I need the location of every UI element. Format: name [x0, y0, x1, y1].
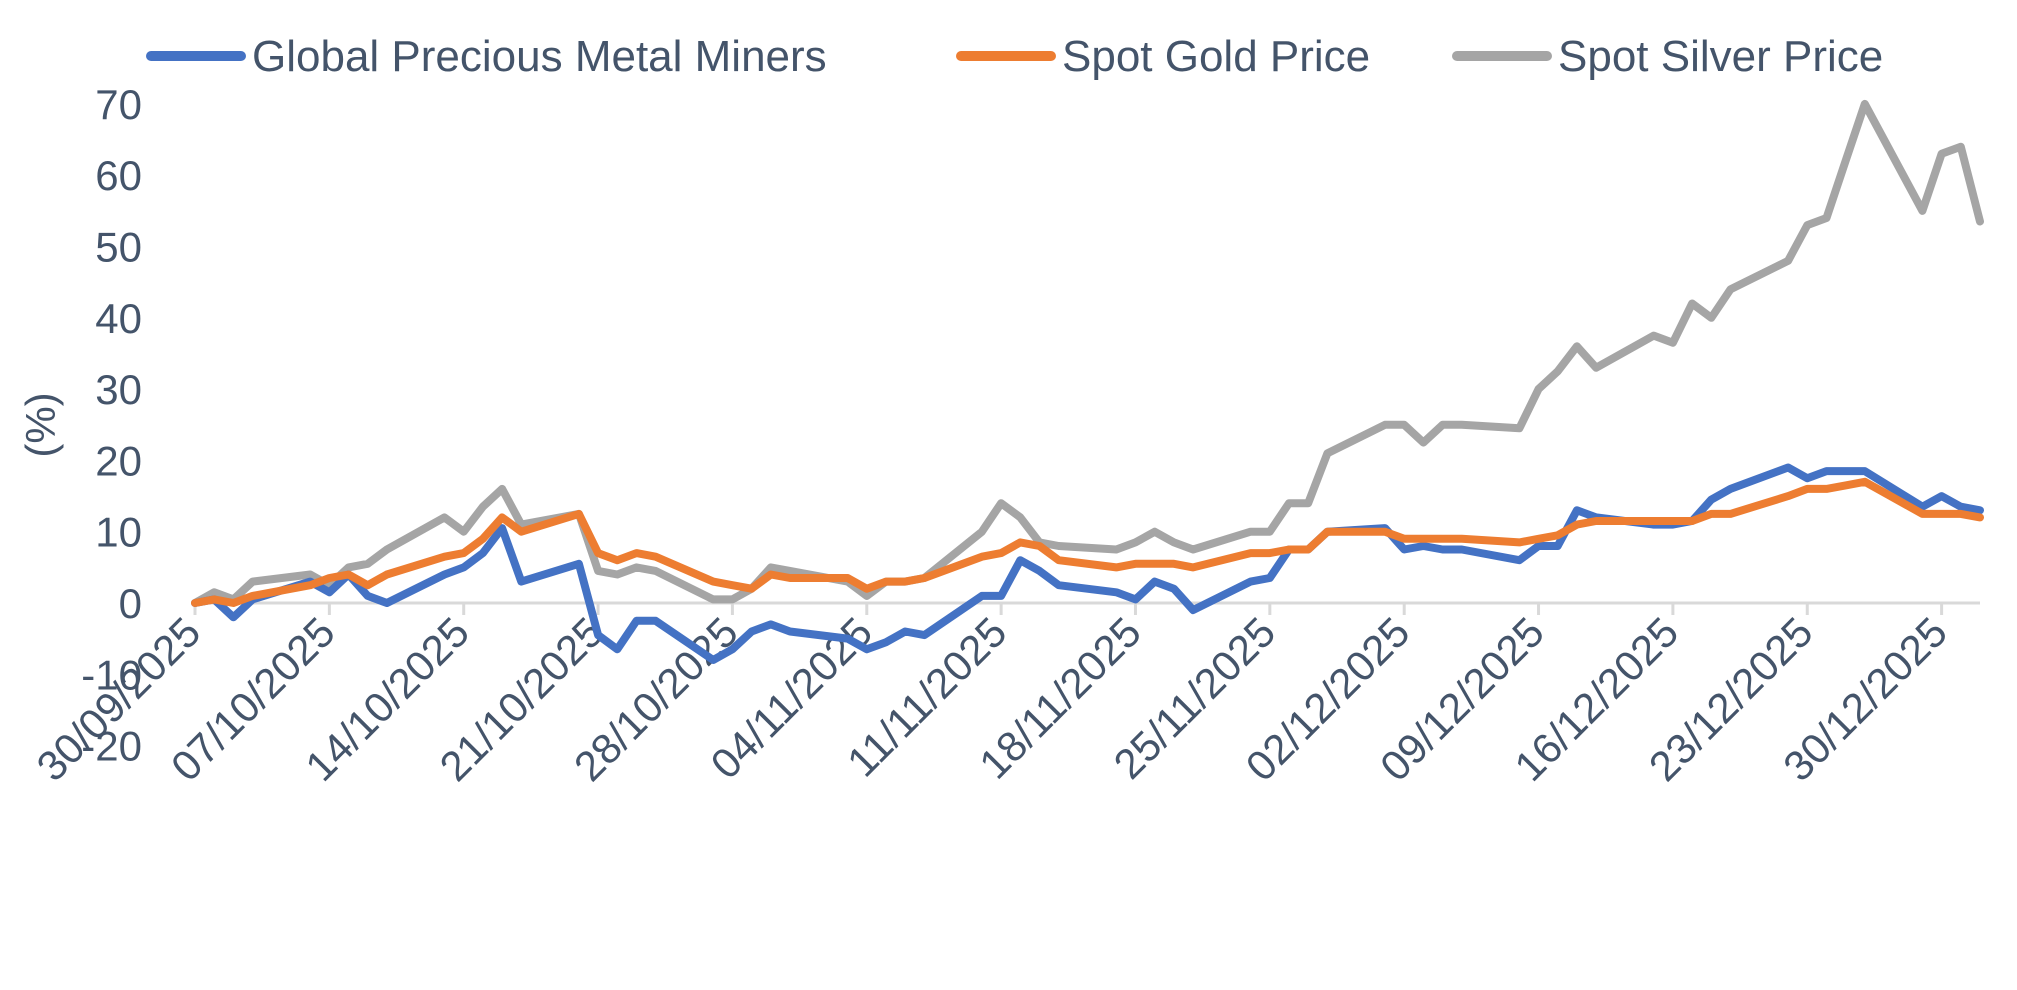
y-tick-label: 10	[95, 509, 142, 556]
y-tick-label: -20	[81, 723, 142, 770]
y-axis-ticks: -20 -10 0 10 20 30 40 50 60 70	[81, 81, 142, 770]
y-tick-label: 50	[95, 224, 142, 271]
legend-label-gold: Spot Gold Price	[1062, 32, 1370, 81]
legend-label-silver: Spot Silver Price	[1558, 32, 1883, 81]
legend: Global Precious Metal Miners Spot Gold P…	[146, 32, 1883, 81]
y-tick-label: 0	[119, 580, 142, 627]
y-tick-label: 40	[95, 295, 142, 342]
y-tick-label: 20	[95, 437, 142, 484]
y-tick-label: 70	[95, 81, 142, 128]
y-tick-label: 30	[95, 366, 142, 413]
series-line-silver	[191, 99, 1984, 607]
y-tick-label: 60	[95, 152, 142, 199]
series-lines	[191, 99, 1984, 664]
legend-label-miners: Global Precious Metal Miners	[252, 32, 827, 81]
x-axis: 30/09/202507/10/202514/10/202521/10/2025…	[27, 601, 1980, 790]
series-line-gold	[191, 477, 1984, 607]
y-tick-label: -10	[81, 651, 142, 698]
y-axis-title: (%)	[17, 392, 64, 457]
